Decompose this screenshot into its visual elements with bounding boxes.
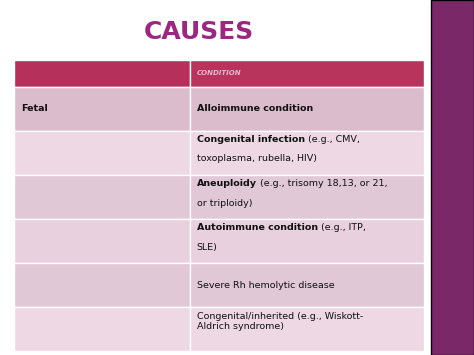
Text: Fetal: Fetal [21,104,48,113]
FancyBboxPatch shape [14,87,190,131]
FancyBboxPatch shape [190,87,424,131]
FancyBboxPatch shape [14,219,190,263]
FancyBboxPatch shape [190,175,424,219]
FancyBboxPatch shape [14,131,190,175]
Text: (e.g., ITP,: (e.g., ITP, [318,223,366,232]
FancyBboxPatch shape [14,263,190,307]
FancyBboxPatch shape [190,263,424,307]
Text: Alloimmune condition: Alloimmune condition [197,104,313,113]
Text: Congenital/inherited (e.g., Wiskott-
Aldrich syndrome): Congenital/inherited (e.g., Wiskott- Ald… [197,312,363,331]
Text: CAUSES: CAUSES [144,20,254,44]
Text: (e.g., trisomy 18,13, or 21,: (e.g., trisomy 18,13, or 21, [257,179,387,188]
Text: Autoimmune condition: Autoimmune condition [197,223,318,232]
Text: Severe Rh hemolytic disease: Severe Rh hemolytic disease [197,281,334,290]
FancyBboxPatch shape [190,219,424,263]
Text: Aneuploidy: Aneuploidy [197,179,257,188]
Text: (e.g., CMV,: (e.g., CMV, [305,135,360,144]
FancyBboxPatch shape [14,175,190,219]
Text: toxoplasma, rubella, HIV): toxoplasma, rubella, HIV) [197,154,317,163]
Text: or triploidy): or triploidy) [197,198,252,208]
Text: Congenital infection: Congenital infection [197,135,305,144]
FancyBboxPatch shape [431,0,474,355]
Text: CONDITION: CONDITION [197,70,241,76]
FancyBboxPatch shape [190,131,424,175]
FancyBboxPatch shape [190,60,424,87]
FancyBboxPatch shape [14,60,190,87]
FancyBboxPatch shape [190,307,424,351]
Text: SLE): SLE) [197,243,218,252]
FancyBboxPatch shape [14,307,190,351]
